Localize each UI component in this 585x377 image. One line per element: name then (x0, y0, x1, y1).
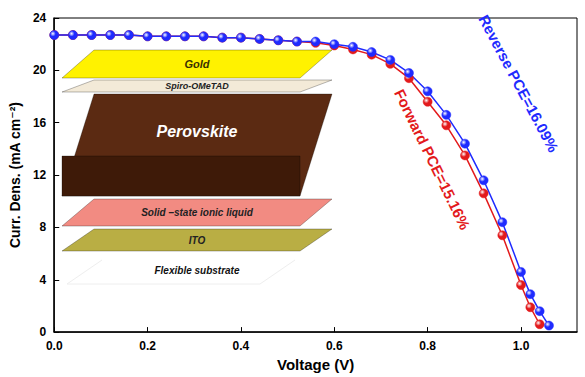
svg-text:8: 8 (40, 220, 47, 234)
svg-text:Voltage (V): Voltage (V) (277, 356, 354, 373)
svg-text:12: 12 (33, 168, 47, 182)
svg-text:ITO: ITO (189, 235, 206, 246)
svg-text:1.0: 1.0 (513, 339, 530, 353)
svg-text:0.4: 0.4 (233, 339, 250, 353)
svg-text:0: 0 (40, 325, 47, 339)
svg-text:Perovskite: Perovskite (157, 123, 238, 140)
svg-text:Spiro-OMeTAD: Spiro-OMeTAD (165, 81, 229, 91)
svg-text:Forward PCE=15.16%: Forward PCE=15.16% (391, 86, 474, 232)
svg-text:Flexible substrate: Flexible substrate (154, 265, 239, 276)
svg-text:Curr. Dens. (mA cm⁻²): Curr. Dens. (mA cm⁻²) (7, 102, 23, 248)
svg-text:Reverse PCE=16.09%: Reverse PCE=16.09% (475, 12, 562, 155)
svg-text:0.6: 0.6 (326, 339, 343, 353)
svg-text:Gold: Gold (184, 58, 209, 70)
svg-text:4: 4 (40, 273, 47, 287)
svg-text:0.8: 0.8 (419, 339, 436, 353)
svg-text:24: 24 (33, 11, 47, 25)
svg-text:0.2: 0.2 (139, 339, 156, 353)
svg-text:0.0: 0.0 (46, 339, 63, 353)
svg-text:Solid –state ionic liquid: Solid –state ionic liquid (141, 207, 254, 218)
svg-text:16: 16 (33, 116, 47, 130)
svg-text:20: 20 (33, 63, 47, 77)
